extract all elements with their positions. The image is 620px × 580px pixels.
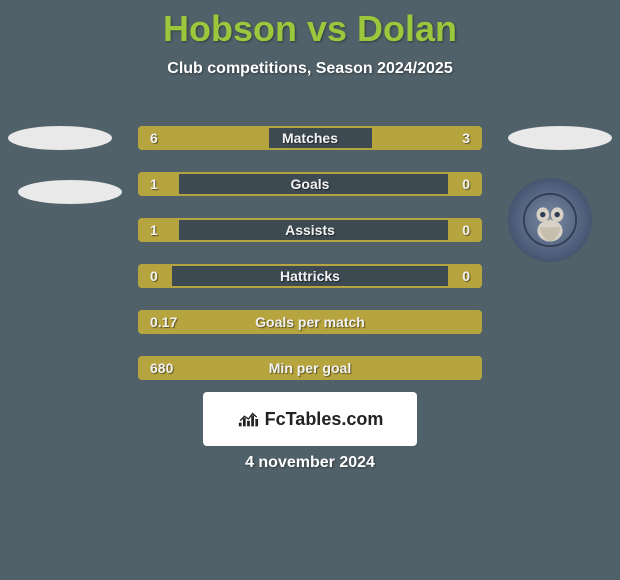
page-title: Hobson vs Dolan (0, 0, 620, 50)
footer-brand-box: FcTables.com (203, 392, 417, 446)
stat-row-label: Min per goal (138, 356, 482, 380)
stat-row-label: Hattricks (138, 264, 482, 288)
stats-chart: 63Matches 10Goals 10Assists 00Hattricks 0.17… (138, 126, 482, 402)
date-text: 4 november 2024 (0, 454, 620, 472)
stat-row-label: Goals (138, 172, 482, 196)
stat-row-label: Assists (138, 218, 482, 242)
stat-row: 00Hattricks (138, 264, 482, 288)
stat-row: 10Goals (138, 172, 482, 196)
stat-row-label: Goals per match (138, 310, 482, 334)
subtitle: Club competitions, Season 2024/2025 (0, 60, 620, 78)
player-avatar-left-1 (8, 126, 112, 150)
owl-icon (523, 193, 577, 247)
stat-row: 10Assists (138, 218, 482, 242)
footer-brand-text: FcTables.com (265, 409, 384, 430)
stat-row: 63Matches (138, 126, 482, 150)
stat-row-label: Matches (138, 126, 482, 150)
stat-row: 680Min per goal (138, 356, 482, 380)
club-badge (508, 178, 592, 262)
player-avatar-right-1 (508, 126, 612, 150)
stat-row: 0.17Goals per match (138, 310, 482, 334)
player-avatar-left-2 (18, 180, 122, 204)
chart-icon (237, 408, 259, 430)
